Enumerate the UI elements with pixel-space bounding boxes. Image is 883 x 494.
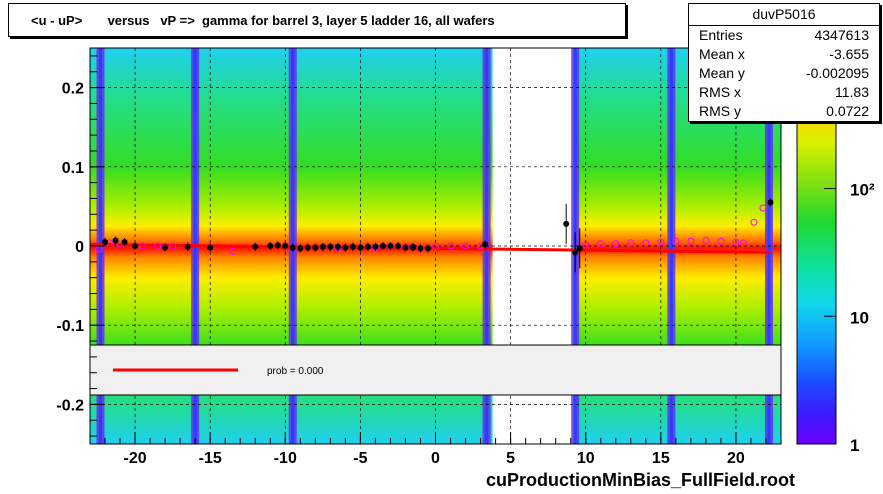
profile-point bbox=[162, 244, 169, 251]
profile-open-point bbox=[582, 240, 590, 248]
x-tick-label: 5 bbox=[506, 450, 515, 467]
file-name-label: cuProductionMinBias_FullField.root bbox=[486, 470, 796, 490]
profile-point bbox=[289, 244, 296, 251]
stats-name: duvP5016 bbox=[689, 4, 879, 26]
profile-point bbox=[576, 245, 583, 252]
stats-row-mean-y: Mean y -0.002095 bbox=[689, 64, 879, 83]
profile-point bbox=[417, 245, 424, 252]
legend-label: prob = 0.000 bbox=[267, 366, 324, 377]
stats-value: 11.83 bbox=[835, 84, 869, 100]
stats-row-mean-x: Mean x -3.655 bbox=[689, 45, 879, 64]
profile-open-point bbox=[702, 236, 710, 244]
stats-label: RMS x bbox=[699, 84, 741, 100]
stats-label: Entries bbox=[699, 27, 743, 43]
profile-point bbox=[304, 244, 311, 251]
profile-open-point bbox=[462, 242, 470, 250]
profile-point bbox=[342, 244, 349, 251]
profile-point bbox=[252, 243, 259, 250]
stats-value: 0.0722 bbox=[826, 103, 869, 119]
profile-open-point bbox=[432, 243, 439, 251]
x-tick-label: 15 bbox=[652, 450, 670, 467]
profile-point bbox=[409, 243, 416, 250]
palette-tick-label: 1 bbox=[850, 436, 859, 455]
profile-point bbox=[357, 244, 364, 251]
profile-open-point bbox=[717, 237, 725, 245]
stats-row-rms-x: RMS x 11.83 bbox=[689, 83, 879, 102]
profile-point bbox=[364, 243, 371, 250]
profile-point bbox=[267, 243, 274, 249]
profile-open-point bbox=[447, 242, 455, 250]
profile-point bbox=[319, 243, 326, 250]
stats-box: duvP5016 Entries 4347613 Mean x -3.655 M… bbox=[688, 3, 880, 122]
profile-point bbox=[402, 244, 409, 251]
profile-point bbox=[312, 244, 319, 251]
profile-point bbox=[387, 243, 394, 249]
profile-point bbox=[379, 243, 386, 249]
profile-open-point bbox=[739, 239, 747, 247]
profile-open-point bbox=[612, 240, 620, 248]
profile-open-point bbox=[672, 237, 680, 245]
profile-open-point bbox=[597, 240, 605, 248]
x-tick-label: 0 bbox=[431, 450, 440, 467]
profile-open-point bbox=[627, 239, 635, 247]
y-tick-label: -0.1 bbox=[56, 318, 84, 335]
profile-point bbox=[424, 245, 431, 252]
profile-point bbox=[394, 243, 401, 249]
profile-open-point bbox=[642, 239, 650, 247]
profile-open-point bbox=[657, 238, 665, 246]
profile-point bbox=[349, 243, 356, 250]
stats-value: -0.002095 bbox=[805, 65, 869, 81]
profile-open-point bbox=[750, 218, 758, 226]
profile-point bbox=[207, 244, 214, 251]
x-tick-label: -10 bbox=[274, 450, 297, 467]
stats-value: 4347613 bbox=[814, 27, 869, 43]
stats-label: Mean x bbox=[699, 46, 745, 62]
y-tick-label: -0.2 bbox=[56, 397, 84, 414]
profile-open-point bbox=[687, 237, 695, 245]
profile-open-point bbox=[229, 248, 237, 256]
profile-point bbox=[112, 237, 119, 244]
stats-value: -3.655 bbox=[829, 46, 869, 62]
stats-label: Mean y bbox=[699, 65, 745, 81]
profile-point bbox=[563, 220, 570, 227]
profile-point bbox=[132, 243, 139, 249]
data-marks bbox=[89, 198, 774, 273]
x-tick-label: -5 bbox=[353, 450, 367, 467]
profile-point bbox=[372, 243, 379, 250]
x-tick-label: -20 bbox=[124, 450, 147, 467]
profile-point bbox=[282, 243, 289, 249]
profile-point bbox=[274, 242, 281, 249]
stats-label: RMS y bbox=[699, 103, 741, 119]
profile-open-point bbox=[154, 242, 162, 250]
stats-row-entries: Entries 4347613 bbox=[689, 26, 879, 45]
profile-point bbox=[184, 243, 191, 250]
profile-open-point bbox=[169, 242, 177, 250]
profile-point bbox=[572, 249, 579, 256]
x-tick-label: 20 bbox=[727, 450, 745, 467]
x-tick-label: 10 bbox=[577, 450, 595, 467]
fit-legend: prob = 0.000 bbox=[89, 344, 782, 396]
profile-point bbox=[297, 245, 304, 252]
palette-tick-label: 10² bbox=[850, 181, 875, 200]
profile-point bbox=[482, 241, 489, 248]
profile-point bbox=[767, 199, 774, 206]
stats-row-rms-y: RMS y 0.0722 bbox=[689, 102, 879, 121]
plot-title: <u - uP> versus vP => gamma for barrel 3… bbox=[8, 3, 626, 37]
profile-open-point bbox=[759, 204, 767, 212]
profile-point bbox=[121, 239, 128, 246]
y-tick-label: 0 bbox=[75, 239, 84, 256]
profile-open-point bbox=[732, 238, 740, 246]
x-tick-label: -15 bbox=[199, 450, 222, 467]
dead-strip-core bbox=[669, 48, 673, 444]
y-tick-label: 0.2 bbox=[62, 81, 84, 98]
profile-open-point bbox=[139, 242, 147, 250]
profile-point bbox=[102, 239, 109, 246]
profile-point bbox=[334, 243, 341, 250]
palette-tick-label: 10 bbox=[850, 308, 869, 327]
profile-point bbox=[327, 243, 334, 250]
y-tick-label: 0.1 bbox=[62, 160, 84, 177]
axes: -20 -15 -10 -5 0 5 10 15 20 0.2 0.1 0 -0.1 -0.2 bbox=[56, 47, 782, 467]
